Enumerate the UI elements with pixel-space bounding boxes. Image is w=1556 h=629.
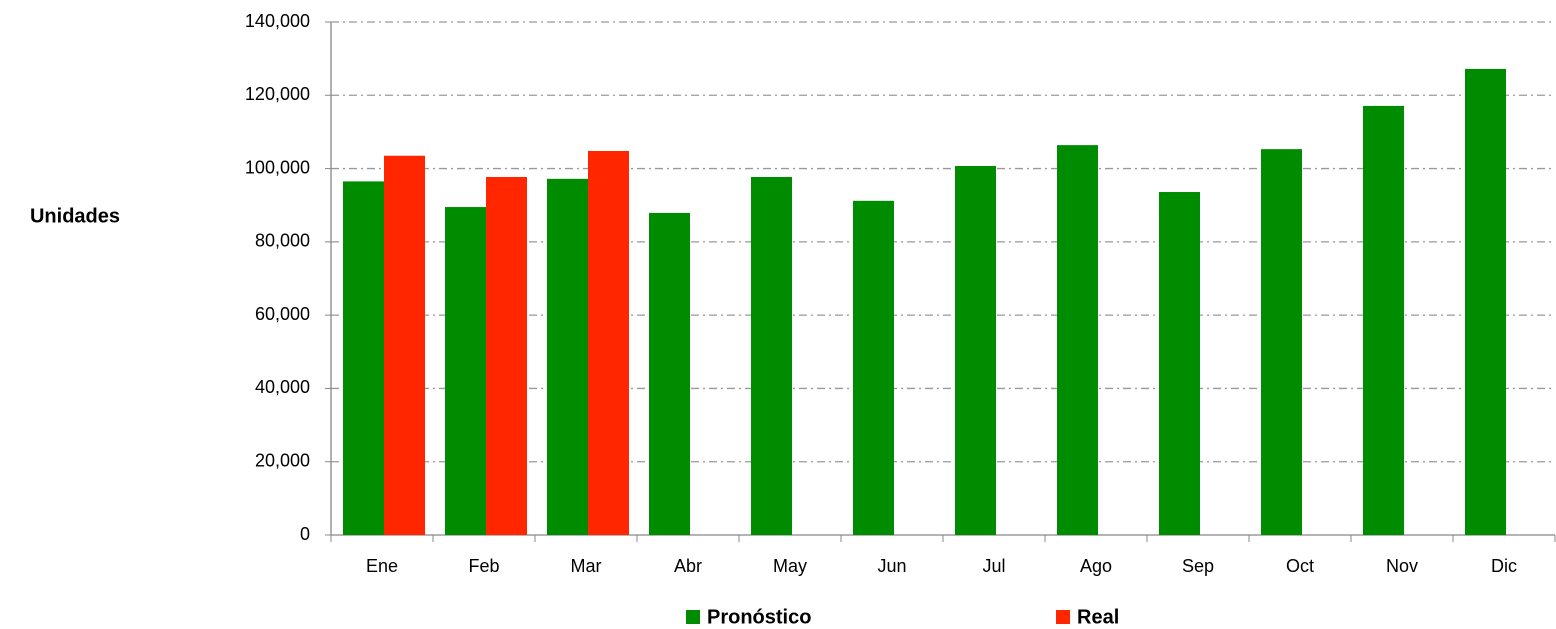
x-tick-label: Sep: [1182, 556, 1214, 576]
bar: [1261, 149, 1302, 536]
x-tick-label: May: [773, 556, 807, 576]
y-tick-label: 40,000: [255, 377, 310, 397]
x-tick-label: Oct: [1286, 556, 1314, 576]
x-tick-label: Jun: [877, 556, 906, 576]
bar: [384, 155, 425, 535]
legend-swatch: [686, 610, 700, 624]
legend-label: Real: [1077, 606, 1119, 628]
x-tick-label: Feb: [468, 556, 499, 576]
x-tick-label: Jul: [982, 556, 1005, 576]
y-tick-label: 100,000: [245, 157, 310, 177]
bar: [649, 212, 690, 535]
bar: [343, 181, 384, 535]
x-tick-label: Mar: [571, 556, 602, 576]
bar: [751, 176, 792, 536]
x-tick-label: Ene: [366, 556, 398, 576]
y-tick-label: 60,000: [255, 304, 310, 324]
legend-label: Pronóstico: [707, 606, 811, 628]
x-tick-label: Nov: [1386, 556, 1418, 576]
bar: [486, 176, 527, 536]
bar: [1363, 105, 1404, 535]
legend-swatch: [1056, 610, 1070, 624]
bar: [955, 166, 996, 536]
y-tick-label: 20,000: [255, 450, 310, 470]
x-tick-label: Ago: [1080, 556, 1112, 576]
bar: [1057, 145, 1098, 535]
y-axis-label: Unidades: [30, 205, 120, 227]
bar: [547, 178, 588, 535]
y-tick-label: 140,000: [245, 11, 310, 31]
bar: [853, 200, 894, 535]
y-tick-label: 0: [300, 524, 310, 544]
bar: [588, 150, 629, 536]
bar: [1465, 68, 1506, 535]
y-tick-label: 80,000: [255, 231, 310, 251]
bar: [1159, 192, 1200, 535]
x-tick-label: Dic: [1491, 556, 1517, 576]
x-tick-label: Abr: [674, 556, 702, 576]
y-tick-label: 120,000: [245, 84, 310, 104]
bar: [445, 207, 486, 535]
